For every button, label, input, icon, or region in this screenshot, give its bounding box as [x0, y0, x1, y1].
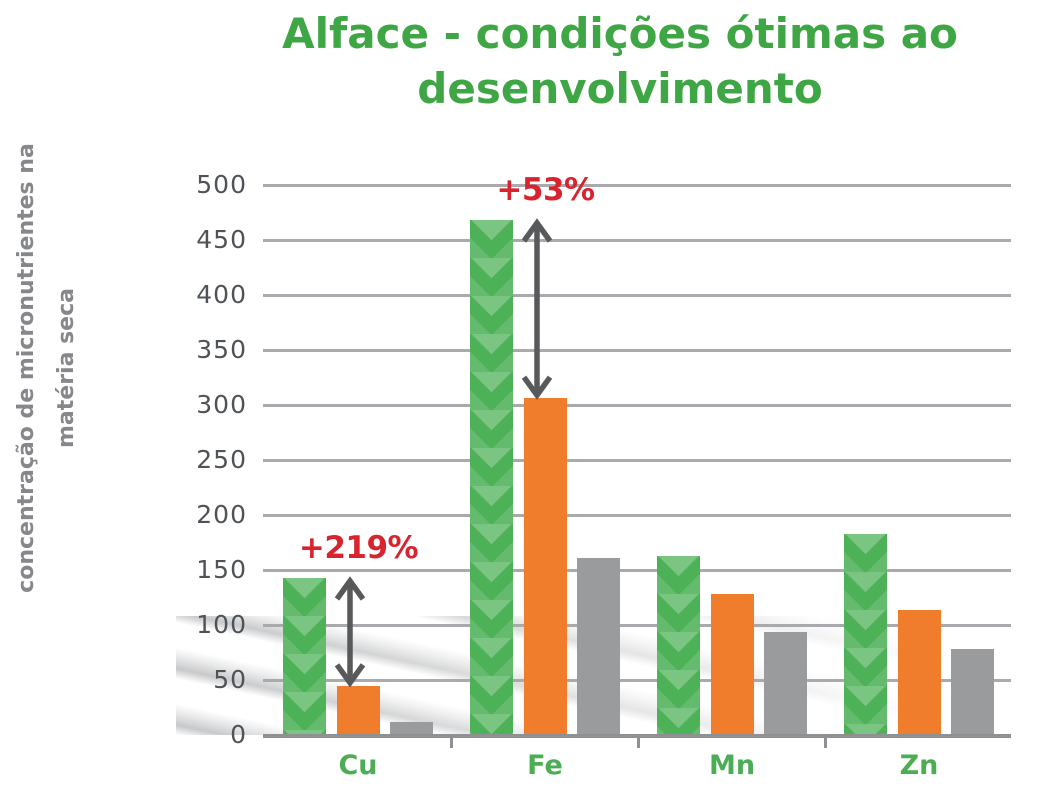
- gridline-150: [263, 568, 1011, 572]
- difference-arrow-fe: [521, 218, 552, 401]
- x-axis-tick-0: [450, 735, 453, 748]
- bar-cinza-fe: [577, 557, 620, 735]
- x-axis-tick-1: [637, 735, 640, 748]
- y-tick-label-250: 250: [196, 445, 247, 474]
- y-tick-label-400: 400: [196, 280, 247, 309]
- gridline-450: [263, 238, 1011, 242]
- bar-laranja-cu: [337, 685, 380, 735]
- gridline-250: [263, 458, 1011, 462]
- bar-cinza-mn: [764, 631, 807, 735]
- plot-area: +219% +53%: [263, 172, 1011, 738]
- y-tick-label-150: 150: [196, 555, 247, 584]
- gridline-400: [263, 293, 1011, 297]
- x-category-label-zn: Zn: [899, 750, 939, 781]
- annotation-label-fe: +53%: [496, 172, 595, 209]
- y-axis-label-line1: concentração de micronutrientes na: [14, 143, 39, 593]
- difference-arrow-cu: [334, 575, 365, 688]
- y-tick-label-500: 500: [196, 170, 247, 199]
- gridline-100: [263, 623, 1011, 627]
- gridline-300: [263, 403, 1011, 407]
- y-axis-label: concentração de micronutrientes na matér…: [7, 78, 93, 658]
- gridline-50: [263, 678, 1011, 682]
- y-axis-label-line2: matéria seca: [54, 288, 79, 449]
- gridline-200: [263, 513, 1011, 517]
- bar-verde-fe: [470, 220, 513, 735]
- x-category-label-cu: Cu: [338, 750, 378, 781]
- chart-title: Alface - condições ótimas ao desenvolvim…: [282, 9, 958, 114]
- x-axis-tick-2: [824, 735, 827, 748]
- y-tick-label-350: 350: [196, 335, 247, 364]
- y-tick-label-300: 300: [196, 390, 247, 419]
- y-tick-label-450: 450: [196, 225, 247, 254]
- x-category-label-fe: Fe: [527, 750, 563, 781]
- bar-cinza-zn: [951, 649, 994, 735]
- y-tick-label-50: 50: [213, 665, 247, 694]
- bar-verde-mn: [657, 555, 700, 735]
- bar-verde-zn: [844, 533, 887, 735]
- annotation-label-cu: +219%: [298, 529, 419, 566]
- bar-verde-cu: [283, 577, 326, 735]
- bar-laranja-fe: [524, 398, 567, 735]
- bar-cinza-cu: [390, 721, 433, 735]
- y-tick-label-100: 100: [196, 610, 247, 639]
- y-tick-label-0: 0: [230, 720, 247, 749]
- gridline-350: [263, 348, 1011, 352]
- bar-laranja-zn: [898, 609, 941, 735]
- x-category-label-mn: Mn: [708, 750, 756, 781]
- y-tick-label-200: 200: [196, 500, 247, 529]
- gridline-500: [263, 183, 1011, 187]
- bar-laranja-mn: [711, 594, 754, 735]
